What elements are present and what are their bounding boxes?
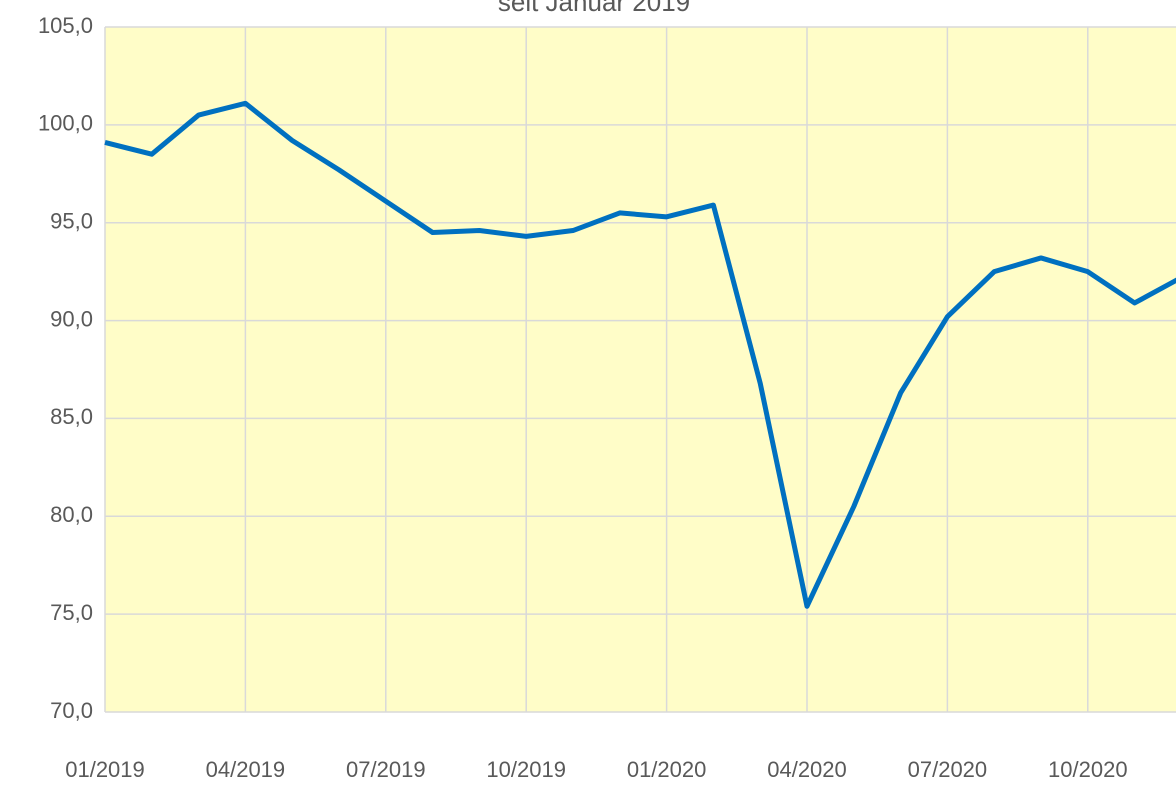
y-tick-label: 75,0 [50, 600, 93, 625]
y-tick-label: 80,0 [50, 502, 93, 527]
y-tick-label: 85,0 [50, 404, 93, 429]
chart-subtitle: seit Januar 2019 [498, 0, 690, 17]
line-series [104, 100, 1176, 609]
x-tick-label: 10/2019 [486, 757, 566, 782]
y-tick-label: 95,0 [50, 209, 93, 234]
plot-area [105, 27, 1176, 712]
x-tick-label: 07/2020 [908, 757, 988, 782]
y-tick-label: 100,0 [38, 111, 93, 136]
y-tick-label: 90,0 [50, 306, 93, 331]
y-tick-label: 70,0 [50, 698, 93, 723]
x-tick-label: 01/2019 [65, 757, 145, 782]
x-tick-label: 07/2019 [346, 757, 426, 782]
y-tick-label: 105,0 [38, 13, 93, 38]
x-tick-label: 10/2020 [1048, 757, 1128, 782]
x-tick-label: 01/2020 [627, 757, 707, 782]
x-tick-label: 04/2019 [206, 757, 286, 782]
x-tick-label: 04/2020 [767, 757, 847, 782]
